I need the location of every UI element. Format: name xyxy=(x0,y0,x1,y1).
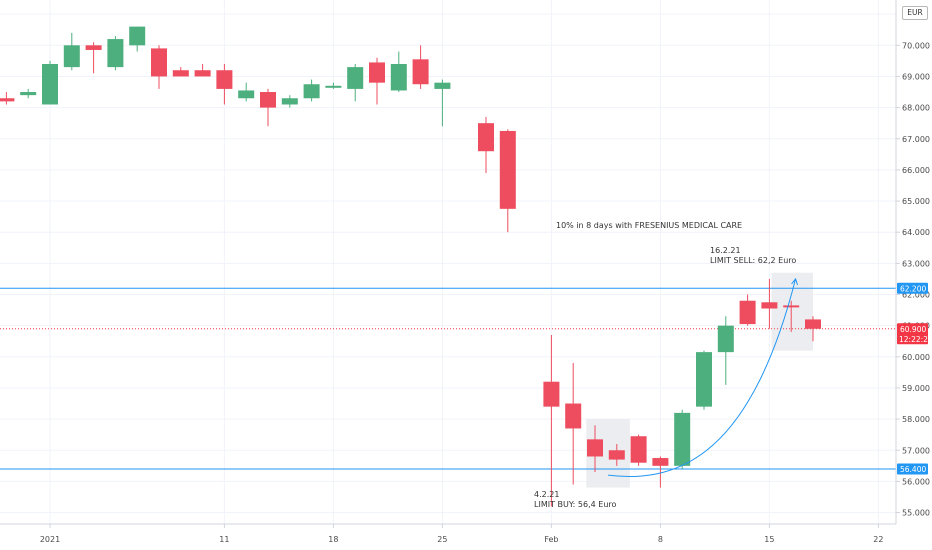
candle-body xyxy=(172,70,189,77)
candle-body xyxy=(761,302,778,309)
candle-body xyxy=(238,90,255,99)
price-tick-label: 57.000 xyxy=(902,446,930,455)
time-tick-label: 8 xyxy=(658,535,663,544)
arrow-head-icon xyxy=(791,277,799,286)
candle-body xyxy=(717,325,734,353)
candle-body xyxy=(369,62,385,83)
candle-body xyxy=(412,59,429,85)
last-price-label: 60.900 xyxy=(900,325,926,334)
candle-body xyxy=(0,98,15,102)
candle-body xyxy=(390,63,407,91)
candle-body xyxy=(630,436,647,463)
candle-body xyxy=(434,82,451,89)
candle-body xyxy=(129,26,146,46)
currency-badge[interactable]: EUR xyxy=(902,6,928,20)
price-tick-label: 58.000 xyxy=(902,415,930,424)
candle-body xyxy=(85,45,102,50)
price-tick-label: 56.000 xyxy=(902,477,930,486)
price-tick-label: 62.000 xyxy=(902,291,930,300)
candle-body xyxy=(42,63,58,105)
price-tick-label: 63.000 xyxy=(902,259,930,268)
time-tick-label: 11 xyxy=(219,535,229,544)
price-tick-label: 64.000 xyxy=(902,228,930,237)
price-tick-label: 59.000 xyxy=(902,384,930,393)
countdown-label: 12:22:26 xyxy=(899,335,932,344)
trade-arc-path xyxy=(608,278,797,478)
candle-body xyxy=(565,403,582,429)
candle-body xyxy=(20,92,37,96)
candle-body xyxy=(63,45,80,68)
time-tick-label: Feb xyxy=(544,535,558,544)
candle-body xyxy=(194,70,211,77)
price-tick-label: 69.000 xyxy=(902,72,930,81)
time-tick-label: 15 xyxy=(764,535,774,544)
candle-body xyxy=(608,450,625,460)
trade-arc xyxy=(608,277,799,478)
annotations: 10% in 8 days with FRESENIUS MEDICAL CAR… xyxy=(534,221,796,509)
buy-text-annotation: LIMIT BUY: 56,4 Euro xyxy=(534,500,617,509)
candle-body xyxy=(696,352,712,407)
level-tag xyxy=(897,282,928,294)
buy-date-annotation: 4.2.21 xyxy=(534,490,559,499)
candle-body xyxy=(347,67,364,89)
price-tick-label: 66.000 xyxy=(902,166,930,175)
horizontal-levels xyxy=(0,287,896,470)
price-tick-label: 60.000 xyxy=(902,353,930,362)
candlestick-series xyxy=(0,26,821,507)
price-tick-label: 67.000 xyxy=(902,135,930,144)
sell-zone-box xyxy=(771,272,813,351)
candle-body xyxy=(783,305,800,308)
price-tick-label: 68.000 xyxy=(902,104,930,113)
sell-text-annotation: LIMIT SELL: 62,2 Euro xyxy=(710,256,796,265)
last-price-tag xyxy=(897,323,928,345)
candle-body xyxy=(499,130,516,209)
candle-body xyxy=(674,412,691,466)
candle-body xyxy=(478,123,494,152)
candle-body xyxy=(151,48,167,77)
time-tick-label: 22 xyxy=(873,535,883,544)
candle-body xyxy=(325,85,342,88)
candle-body xyxy=(107,39,124,68)
candle-body xyxy=(281,98,298,105)
candle-body xyxy=(303,84,320,99)
level-tag xyxy=(897,463,928,475)
candle-body xyxy=(587,439,603,457)
candle-body xyxy=(543,381,560,407)
candle-body xyxy=(805,319,821,329)
time-tick-label: 2021 xyxy=(40,535,60,544)
price-tick-label: 70.000 xyxy=(902,41,930,50)
candle-body xyxy=(652,458,669,466)
grid-lines xyxy=(0,0,896,524)
highlight-boxes xyxy=(586,272,813,488)
price-axis[interactable]: 55.00056.00057.00058.00059.00060.00061.0… xyxy=(895,0,932,524)
candle-body xyxy=(216,70,233,89)
price-tick-label: 55.000 xyxy=(902,509,930,518)
time-axis[interactable]: 2021111825Feb8152225 xyxy=(0,523,932,544)
time-tick-label: 18 xyxy=(328,535,338,544)
sell-date-annotation: 16.2.21 xyxy=(710,246,741,255)
candle-body xyxy=(260,92,276,108)
candle-body xyxy=(739,300,756,325)
level-tag-label: 62.200 xyxy=(900,284,926,293)
time-tick-label: 25 xyxy=(437,535,447,544)
price-tick-label: 65.000 xyxy=(902,197,930,206)
headline-annotation: 10% in 8 days with FRESENIUS MEDICAL CAR… xyxy=(556,221,742,230)
level-tag-label: 56.400 xyxy=(900,465,926,474)
